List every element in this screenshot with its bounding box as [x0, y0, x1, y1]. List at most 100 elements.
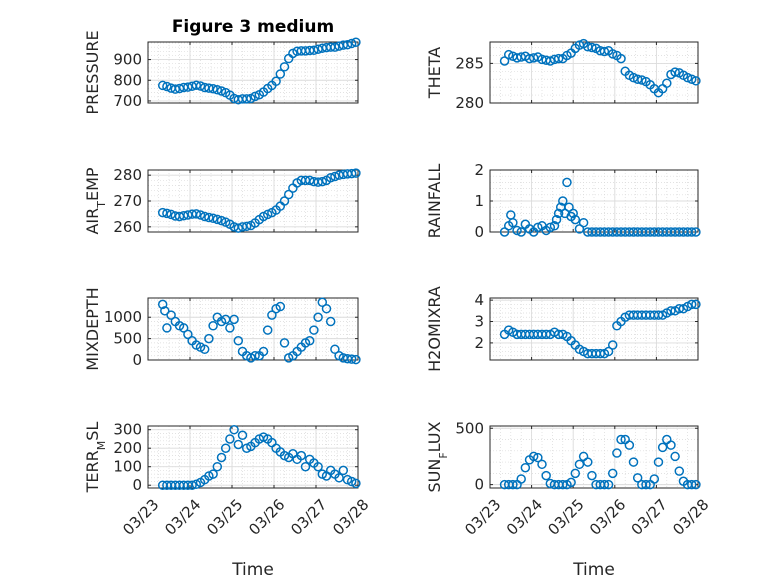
- data-point: [233, 223, 244, 233]
- data-point: [578, 217, 589, 228]
- data-point: [271, 76, 281, 87]
- data-point: [583, 457, 593, 467]
- data-point: [649, 474, 660, 484]
- data-point: [225, 323, 235, 333]
- data-point: [157, 80, 168, 91]
- data-point: [267, 310, 277, 320]
- data-point: [541, 470, 551, 481]
- subplot-1: 700 800 900 PRESSURE Figure 3 medium: [83, 17, 361, 115]
- x-tick-label: 03/23: [119, 496, 162, 539]
- x-tick-label: 03/23: [461, 496, 504, 539]
- data-point: [682, 72, 693, 83]
- y-tick-label: 2: [474, 334, 484, 352]
- x-tick-label: 03/25: [544, 496, 587, 539]
- data-point: [275, 69, 286, 79]
- data-point: [225, 434, 235, 444]
- data-point: [330, 171, 340, 182]
- data-point: [670, 67, 680, 77]
- y-tick-label: 500: [113, 330, 142, 348]
- data-point: [216, 215, 227, 226]
- data-point: [208, 213, 218, 224]
- data-point: [216, 86, 227, 96]
- data-point: [632, 473, 643, 483]
- data-point: [570, 214, 581, 225]
- data-point: [208, 83, 218, 94]
- data-point: [516, 474, 526, 484]
- data-point: [545, 56, 556, 66]
- data-point: [233, 439, 244, 450]
- data-point: [512, 225, 522, 236]
- data-point: [657, 442, 668, 453]
- x-tick-label: 03/26: [245, 496, 288, 539]
- y-axis-label: PRESSURE: [83, 30, 102, 114]
- data-point: [558, 196, 568, 206]
- data-point: [325, 173, 336, 183]
- data-point: [566, 477, 576, 488]
- data-point: [346, 354, 357, 364]
- y-tick-label: 1000: [104, 308, 142, 326]
- data-point: [587, 470, 597, 481]
- y-tick-label: 280: [455, 94, 484, 112]
- data-point: [666, 306, 676, 316]
- data-point: [304, 336, 315, 346]
- data-point: [691, 227, 701, 237]
- x-tick-label: 03/28: [329, 496, 372, 539]
- axes-box: [147, 297, 359, 361]
- data-point: [157, 207, 168, 218]
- data-point: [520, 462, 531, 473]
- data-point: [241, 221, 252, 232]
- data-point: [309, 45, 319, 56]
- y-tick-label: 3: [474, 313, 484, 331]
- y-tick-label: 100: [113, 458, 142, 476]
- data-point: [216, 452, 227, 463]
- x-tick-label: 03/27: [287, 496, 330, 539]
- y-tick-label: 260: [113, 218, 142, 236]
- y-axis-label: TERRMSL: [83, 422, 108, 494]
- data-point: [687, 299, 697, 310]
- data-point: [553, 208, 564, 219]
- data-point: [595, 348, 605, 359]
- y-axis-label: H2OMIXRA: [425, 286, 444, 372]
- data-point: [516, 227, 526, 237]
- data-point: [351, 478, 361, 489]
- y-axis-label: RAINFALL: [425, 164, 444, 239]
- axes-box: [489, 41, 699, 104]
- data-point: [587, 42, 597, 53]
- data-point: [541, 329, 551, 340]
- x-axis-label: Time: [231, 560, 274, 580]
- data-point: [204, 212, 214, 223]
- data-point: [508, 217, 518, 228]
- data-point: [229, 314, 239, 325]
- data-point: [204, 333, 214, 344]
- data-point: [330, 42, 340, 52]
- data-point: [212, 85, 223, 95]
- data-point: [296, 450, 307, 461]
- axes-box: [489, 297, 699, 361]
- data-point: [191, 80, 202, 90]
- y-tick-label: 270: [113, 192, 142, 210]
- data-point: [537, 459, 547, 470]
- y-axis-label: THETA: [425, 47, 444, 99]
- data-point: [653, 310, 664, 320]
- data-point: [351, 354, 361, 365]
- data-point: [632, 74, 643, 84]
- data-point: [250, 350, 260, 361]
- y-tick-label: 300: [113, 421, 142, 439]
- data-point: [607, 49, 618, 59]
- data-point: [157, 299, 168, 310]
- data-point: [229, 424, 239, 435]
- data-point: [262, 325, 273, 335]
- data-point: [275, 301, 286, 312]
- data-point: [334, 473, 344, 483]
- data-point: [533, 222, 543, 233]
- data-point: [220, 443, 231, 453]
- data-point: [279, 338, 290, 348]
- data-point: [351, 37, 361, 47]
- data-point: [237, 430, 248, 441]
- data-point: [603, 346, 614, 357]
- y-tick-label: 0: [474, 476, 484, 494]
- data-point: [603, 479, 614, 490]
